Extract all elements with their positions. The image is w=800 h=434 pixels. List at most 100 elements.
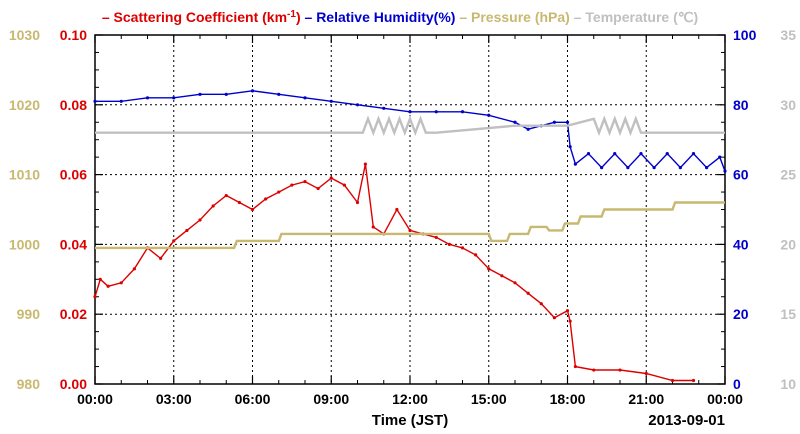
scattering-data-point [250,207,255,212]
humidity-data-point [586,152,591,156]
scattering-data-point [355,200,360,205]
scattering-data-point [342,183,346,187]
scattering-data-point [573,364,577,369]
humidity-tick-label: 20 [733,306,749,322]
temperature-tick-label: 20 [780,236,796,252]
legend-dash: – [301,9,317,25]
scattering-data-point [670,378,675,383]
legend-label-tail: ) [296,9,301,25]
temperature-tick-label: 35 [780,27,796,43]
scattering-data-point [460,246,465,250]
humidity-data-point [626,166,630,170]
x-tick-label: 00:00 [77,391,113,407]
humidity-data-point [119,99,123,103]
scattering-tick-label: 0.02 [60,306,87,322]
humidity-data-point [382,106,386,110]
humidity-tick-label: 60 [733,167,749,183]
scattering-data-point [185,228,189,233]
pressure-tick-label: 990 [17,306,41,322]
x-tick-label: 18:00 [550,391,586,407]
pressure-tick-label: 1020 [9,97,40,113]
humidity-data-point [600,166,604,170]
scattering-data-point [474,253,478,257]
scattering-data-point [371,225,375,229]
x-tick-label: 00:00 [707,391,743,407]
scattering-data-point [264,197,268,201]
scattering-data-point [198,218,202,222]
scattering-data-point [539,302,543,306]
humidity-data-point [723,169,727,173]
humidity-data-point [145,96,150,100]
x-axis-label: Time (JST) [372,412,448,429]
scattering-data-point [277,190,281,194]
scattering-series-line [94,163,694,382]
scattering-data-point [487,267,491,271]
scattering-data-point [592,368,596,372]
scattering-data-point [447,242,451,246]
humidity-data-point [705,166,709,170]
date-label: 2013-09-01 [648,412,725,429]
grid [95,35,725,384]
scattering-tick-label: 0.08 [60,97,87,113]
scattering-data-point [618,368,622,372]
legend-label: Pressure (hPa) [471,9,570,25]
humidity-data-point [408,110,412,114]
humidity-data-point [329,99,333,103]
humidity-data-point [277,92,281,96]
scattering-data-point [224,193,228,198]
scattering-data-point [363,162,367,166]
scattering-data-point [552,316,556,320]
humidity-data-point [460,110,465,114]
pressure-series-line [95,201,725,250]
humidity-tick-label: 100 [733,27,757,43]
x-tick-label: 09:00 [313,391,349,407]
scattering-data-point [303,179,307,184]
scattering-data-point [526,291,530,295]
scattering-data-point [568,319,572,323]
x-tick-label: 12:00 [392,391,428,407]
scattering-data-point [237,200,241,205]
scattering-data-point [172,239,176,243]
humidity-data-point [718,155,722,159]
scattering-tick-label: 0.06 [60,167,87,183]
x-tick-label: 03:00 [156,391,192,407]
humidity-data-point [552,120,556,124]
humidity-data-point [93,99,97,103]
scattering-data-point [290,183,294,187]
legend-label: Temperature (℃) [585,9,698,25]
scattering-data-point [132,267,136,271]
humidity-data-point [573,162,577,166]
scattering-data-point [93,295,97,299]
humidity-data-point [691,152,696,156]
humidity-data-point [639,152,643,156]
scattering-data-point [691,378,696,383]
scattering-data-point [500,274,504,278]
humidity-data-point [250,89,255,93]
legend-label: Scattering Coefficient (km [114,9,287,25]
humidity-data-point [665,152,669,156]
legend-dash: – [455,9,471,25]
legend-label-superscript: -1 [287,9,296,20]
humidity-data-point [434,110,438,114]
scattering-data-point [565,309,570,313]
humidity-data-point [355,103,360,107]
humidity-data-point [172,96,176,100]
humidity-data-point [568,145,572,149]
scattering-tick-label: 0.00 [60,376,87,392]
scattering-data-point [513,281,517,285]
scattering-data-point [434,235,438,240]
x-tick-label: 06:00 [235,391,271,407]
scattering-tick-label: 0.10 [60,27,87,43]
temperature-tick-label: 30 [780,97,796,113]
scattering-data-point [329,176,333,180]
humidity-data-point [678,166,682,170]
scattering-data-point [408,228,412,233]
humidity-data-point [526,127,530,131]
legend: – Scattering Coefficient (km-1) – Relati… [102,9,698,26]
humidity-data-point [224,92,228,96]
humidity-data-point [487,113,491,117]
temperature-series-line [95,115,725,137]
legend-dash: – [570,9,586,25]
x-tick-label: 21:00 [628,391,664,407]
